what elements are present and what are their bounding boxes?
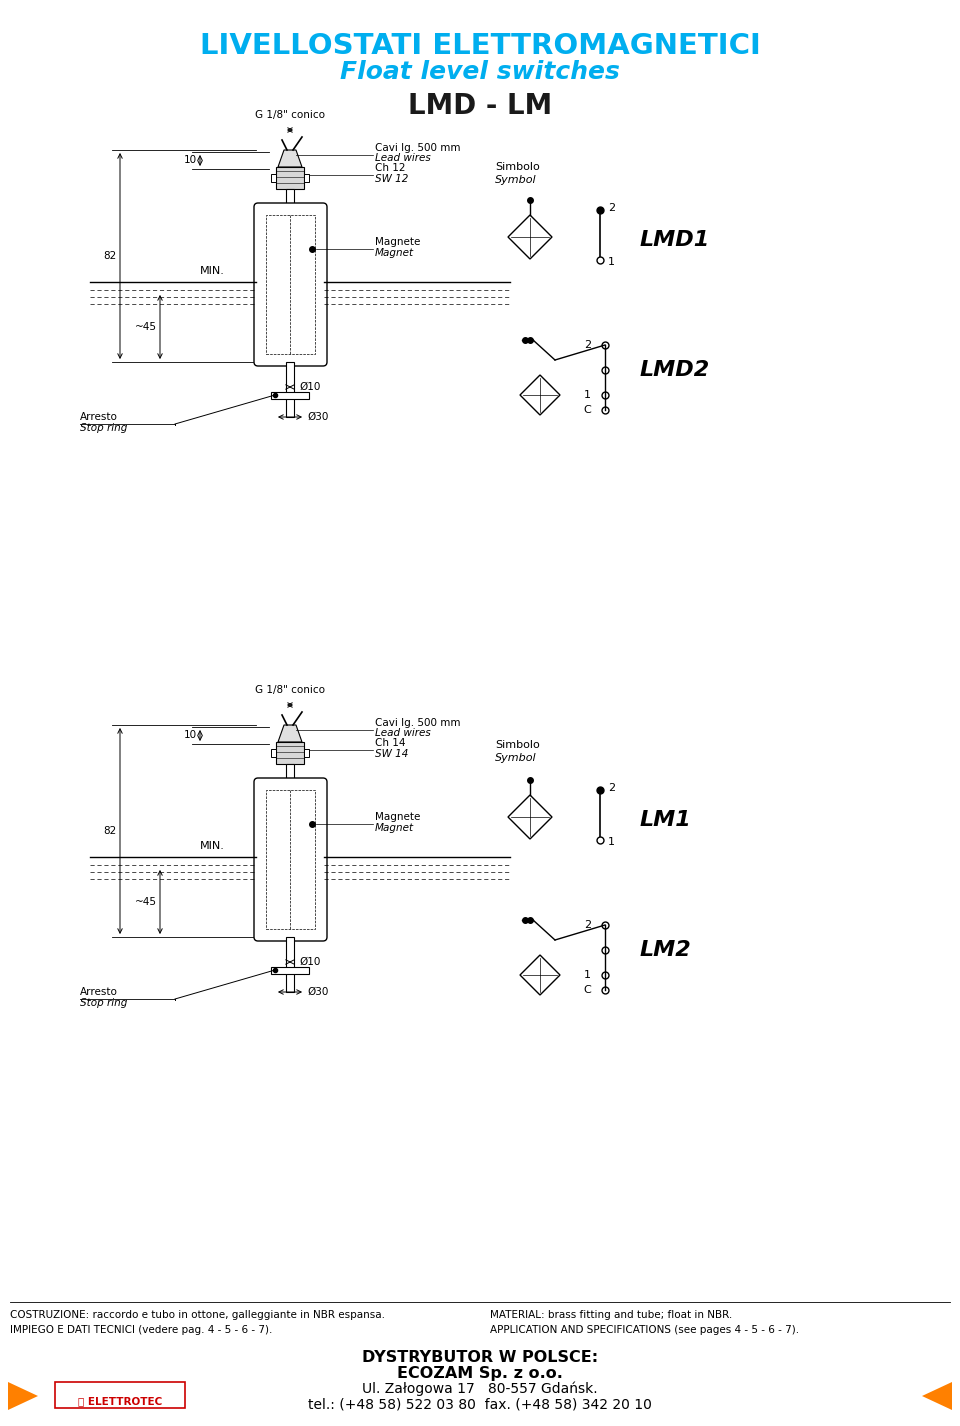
Text: Ø30: Ø30 bbox=[307, 412, 328, 422]
Text: Lead wires: Lead wires bbox=[375, 729, 431, 739]
Bar bbox=[276, 167, 304, 190]
Text: Stop ring: Stop ring bbox=[80, 424, 128, 434]
Text: MIN.: MIN. bbox=[200, 841, 225, 851]
Text: ⓔ ELETTROTEC: ⓔ ELETTROTEC bbox=[78, 1396, 162, 1406]
Text: 82: 82 bbox=[104, 826, 117, 836]
Polygon shape bbox=[278, 150, 302, 167]
Polygon shape bbox=[8, 1382, 38, 1410]
Text: Magnete: Magnete bbox=[375, 237, 420, 247]
Text: 10: 10 bbox=[184, 730, 197, 740]
Text: Ø10: Ø10 bbox=[299, 382, 321, 392]
Polygon shape bbox=[922, 1382, 952, 1410]
Bar bbox=[266, 215, 315, 354]
Text: Magnet: Magnet bbox=[375, 823, 414, 833]
Text: Ch 12: Ch 12 bbox=[375, 163, 405, 173]
Text: Symbol: Symbol bbox=[495, 175, 537, 185]
Text: Arresto: Arresto bbox=[80, 412, 118, 422]
Text: Ul. Załogowa 17   80-557 Gdańsk.: Ul. Załogowa 17 80-557 Gdańsk. bbox=[362, 1382, 598, 1396]
Text: Ch 14: Ch 14 bbox=[375, 739, 405, 749]
Bar bbox=[286, 937, 294, 992]
Text: 1: 1 bbox=[584, 970, 591, 980]
Bar bbox=[271, 392, 309, 399]
Bar bbox=[266, 790, 315, 928]
Text: C: C bbox=[584, 405, 591, 415]
Bar bbox=[304, 174, 309, 183]
Text: G 1/8" conico: G 1/8" conico bbox=[255, 110, 325, 120]
Text: 10: 10 bbox=[184, 155, 197, 165]
Polygon shape bbox=[508, 215, 552, 260]
Text: 2: 2 bbox=[584, 920, 591, 930]
Text: LMD - LM: LMD - LM bbox=[408, 93, 552, 120]
Polygon shape bbox=[520, 375, 560, 415]
Text: MATERIAL: brass fitting and tube; float in NBR.: MATERIAL: brass fitting and tube; float … bbox=[490, 1310, 732, 1320]
Bar bbox=[271, 967, 309, 974]
Text: Ø10: Ø10 bbox=[299, 957, 321, 967]
Text: Cavi lg. 500 mm: Cavi lg. 500 mm bbox=[375, 143, 461, 153]
Text: Symbol: Symbol bbox=[495, 753, 537, 763]
Text: Simbolo: Simbolo bbox=[495, 163, 540, 173]
Text: Lead wires: Lead wires bbox=[375, 153, 431, 163]
Text: Stop ring: Stop ring bbox=[80, 998, 128, 1008]
FancyBboxPatch shape bbox=[254, 202, 327, 366]
Text: 1: 1 bbox=[608, 837, 615, 847]
Bar bbox=[55, 1382, 185, 1407]
Text: MIN.: MIN. bbox=[200, 267, 225, 277]
Bar bbox=[276, 742, 304, 764]
Text: LMD1: LMD1 bbox=[640, 230, 710, 250]
Polygon shape bbox=[278, 724, 302, 742]
Text: SW 14: SW 14 bbox=[375, 749, 408, 759]
Text: 1: 1 bbox=[608, 257, 615, 267]
Text: DYSTRYBUTOR W POLSCE:: DYSTRYBUTOR W POLSCE: bbox=[362, 1350, 598, 1365]
Text: Magnete: Magnete bbox=[375, 811, 420, 821]
Bar bbox=[286, 362, 294, 416]
Text: 2: 2 bbox=[584, 339, 591, 349]
Text: G 1/8" conico: G 1/8" conico bbox=[255, 684, 325, 694]
Bar bbox=[286, 764, 294, 781]
Text: tel.: (+48 58) 522 03 80  fax. (+48 58) 342 20 10: tel.: (+48 58) 522 03 80 fax. (+48 58) 3… bbox=[308, 1397, 652, 1412]
Text: ECOZAM Sp. z o.o.: ECOZAM Sp. z o.o. bbox=[397, 1366, 563, 1380]
Text: 2: 2 bbox=[608, 783, 615, 793]
Text: Arresto: Arresto bbox=[80, 987, 118, 997]
Polygon shape bbox=[520, 955, 560, 995]
Text: LMD2: LMD2 bbox=[640, 359, 710, 379]
Text: LM1: LM1 bbox=[640, 810, 692, 830]
Bar bbox=[304, 749, 309, 757]
Text: Magnet: Magnet bbox=[375, 248, 414, 258]
Text: 1: 1 bbox=[584, 389, 591, 401]
Text: ~45: ~45 bbox=[135, 897, 157, 907]
Bar bbox=[271, 749, 276, 757]
Text: C: C bbox=[584, 985, 591, 995]
Polygon shape bbox=[508, 796, 552, 838]
Text: IMPIEGO E DATI TECNICI (vedere pag. 4 - 5 - 6 - 7).: IMPIEGO E DATI TECNICI (vedere pag. 4 - … bbox=[10, 1325, 273, 1335]
Text: SW 12: SW 12 bbox=[375, 174, 408, 184]
FancyBboxPatch shape bbox=[254, 779, 327, 941]
Text: 82: 82 bbox=[104, 251, 117, 261]
Bar bbox=[271, 174, 276, 183]
Text: Cavi lg. 500 mm: Cavi lg. 500 mm bbox=[375, 719, 461, 729]
Bar bbox=[286, 190, 294, 207]
Text: LIVELLOSTATI ELETTROMAGNETICI: LIVELLOSTATI ELETTROMAGNETICI bbox=[200, 31, 760, 60]
Text: COSTRUZIONE: raccordo e tubo in ottone, galleggiante in NBR espansa.: COSTRUZIONE: raccordo e tubo in ottone, … bbox=[10, 1310, 385, 1320]
Text: ~45: ~45 bbox=[135, 322, 157, 332]
Text: 2: 2 bbox=[608, 202, 615, 212]
Text: LM2: LM2 bbox=[640, 940, 692, 960]
Text: Ø30: Ø30 bbox=[307, 987, 328, 997]
Text: Simbolo: Simbolo bbox=[495, 740, 540, 750]
Text: Float level switches: Float level switches bbox=[340, 60, 620, 84]
Text: APPLICATION AND SPECIFICATIONS (see pages 4 - 5 - 6 - 7).: APPLICATION AND SPECIFICATIONS (see page… bbox=[490, 1325, 799, 1335]
